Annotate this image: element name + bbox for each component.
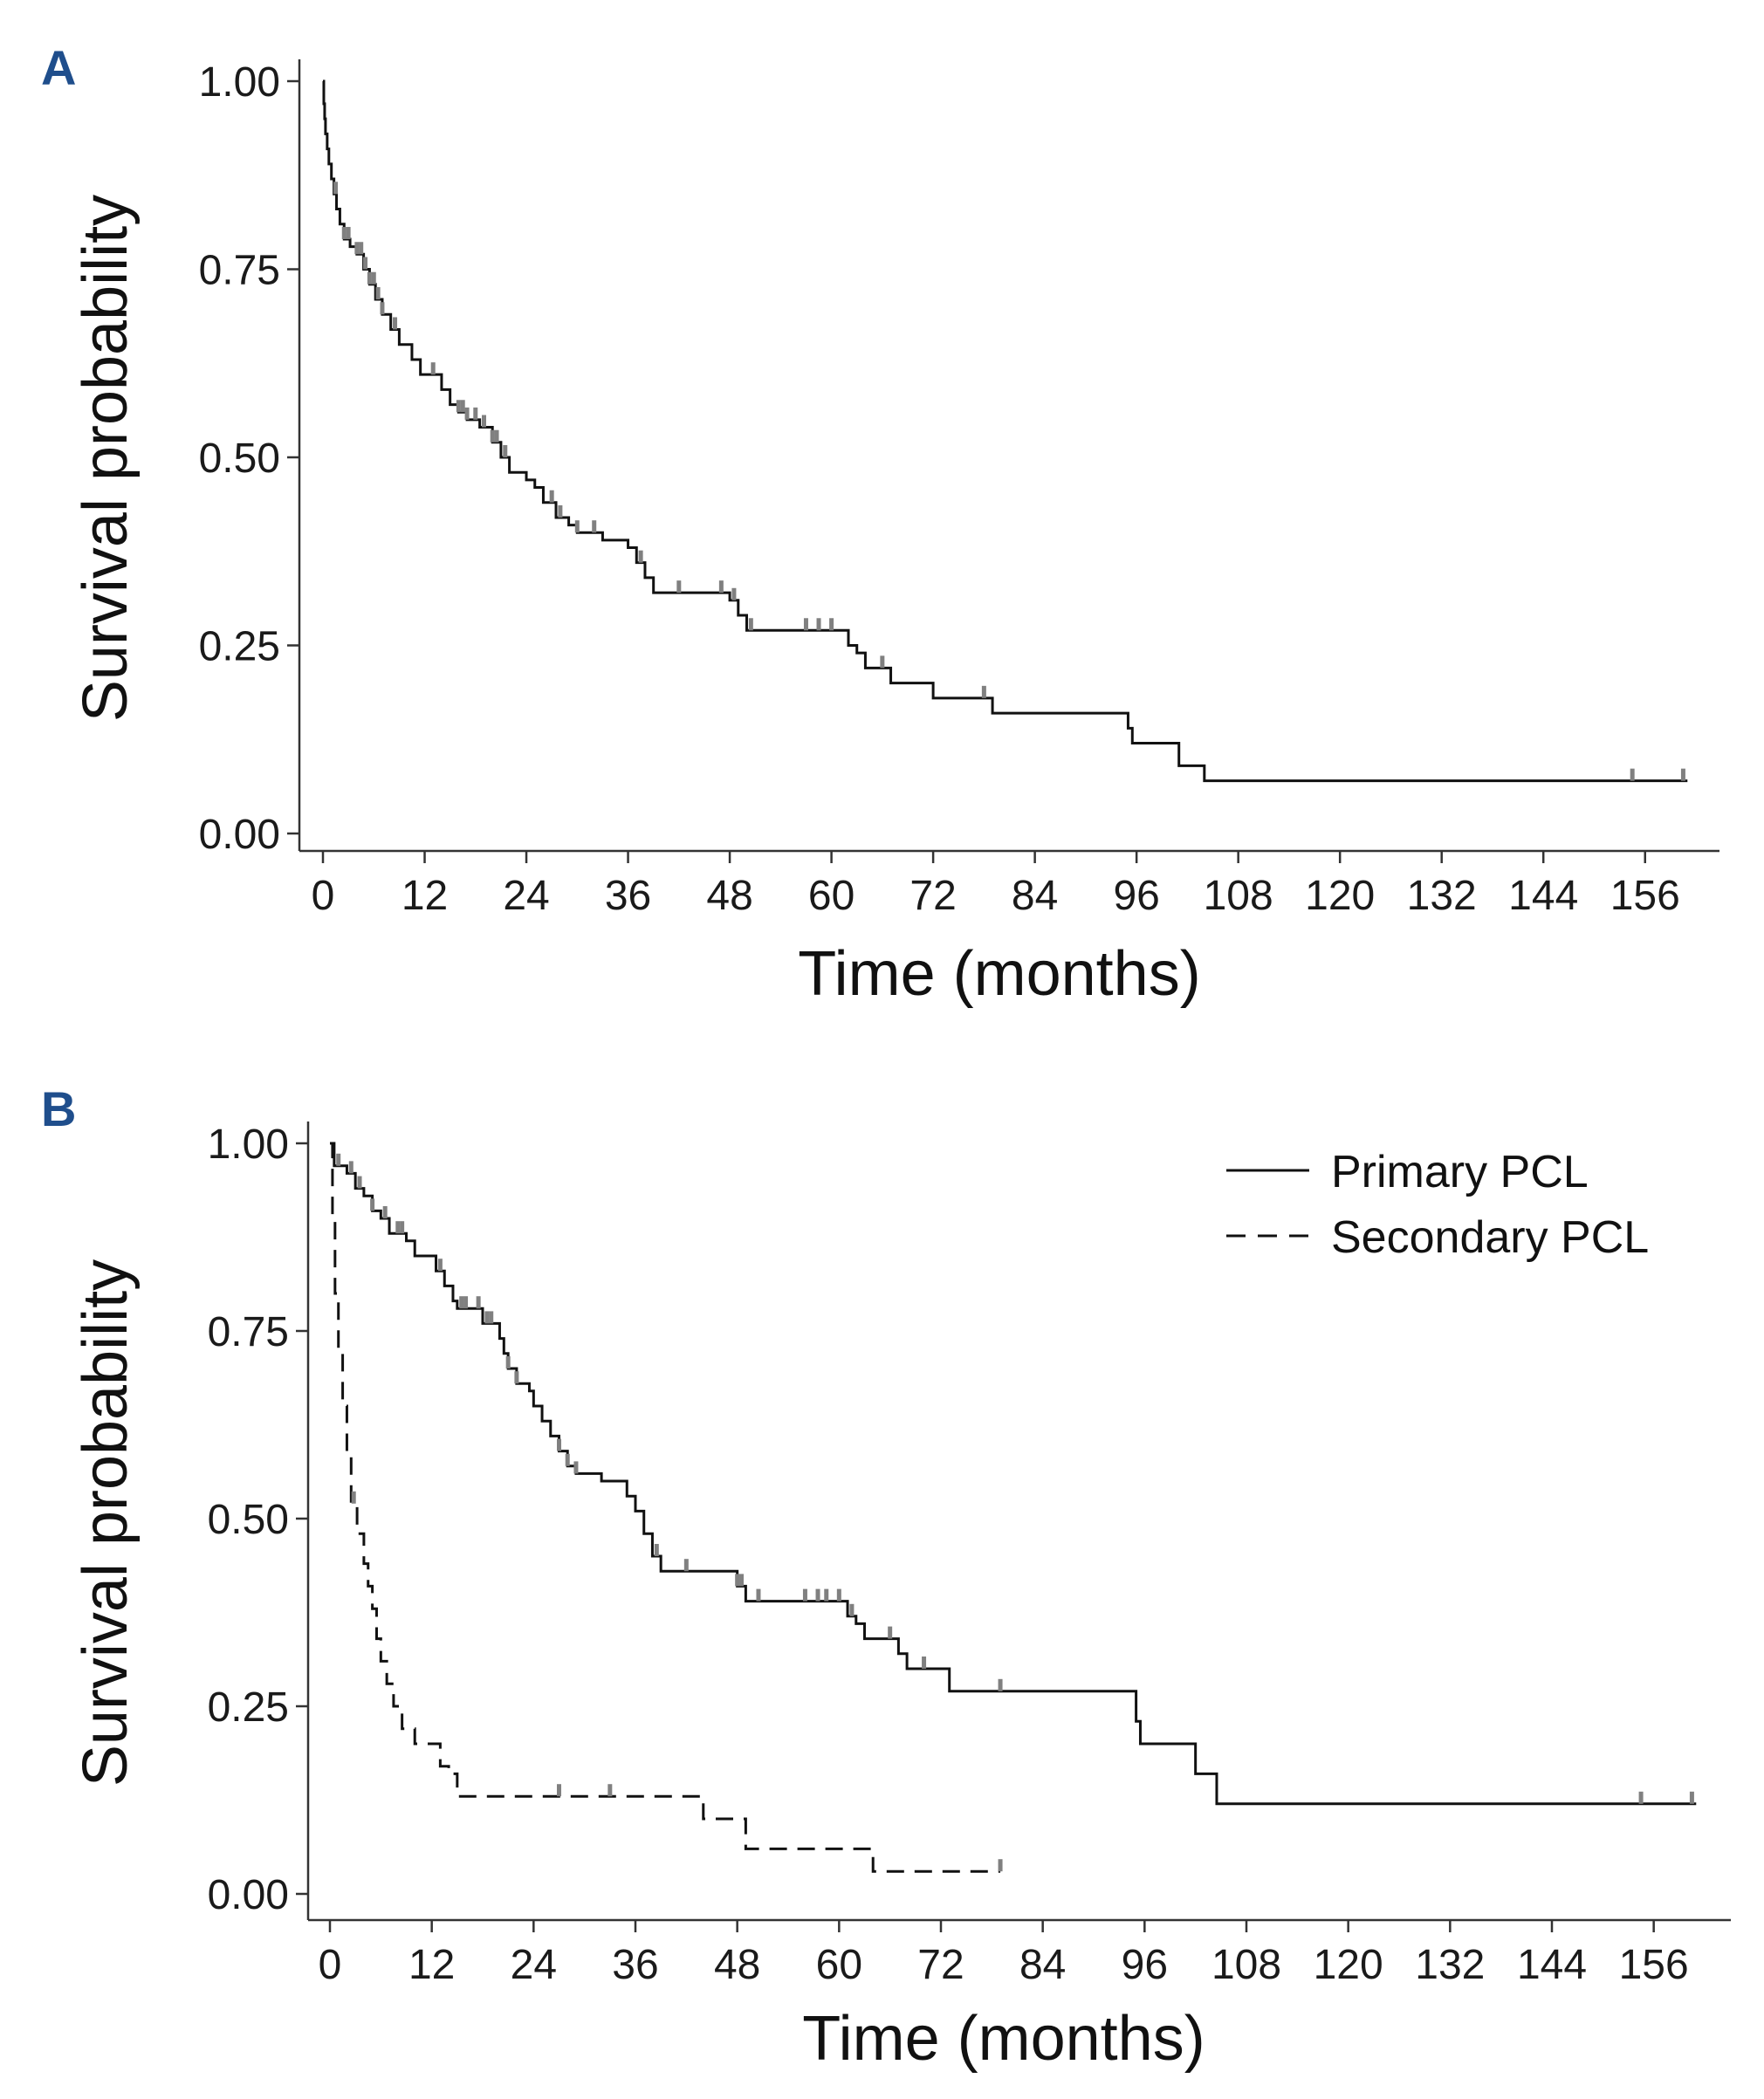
panel-a: A 0.00 0.25 0.50 0.75 1.00 0 12 24 36 48 60 72 84 96… [41,40,1719,1009]
y-tick-label: 0.25 [208,1684,289,1731]
x-tick-label: 12 [408,1942,455,1988]
y-tick-label: 0.50 [208,1497,289,1543]
y-tick-label: 0.00 [199,812,280,858]
y-tick-label: 0.25 [199,624,280,670]
y-tick-label: 1.00 [199,59,280,106]
x-axis-title-b: Time (months) [802,2004,1205,2074]
x-tick-label: 60 [808,873,855,919]
x-tick-label: 120 [1314,1942,1383,1988]
y-tick-label: 0.50 [199,436,280,482]
km-curve-all-patients [322,79,1688,783]
x-tick-label: 120 [1305,873,1375,919]
series-group-a [322,79,1688,783]
y-axis-title-a: Survival probability [71,195,141,722]
panel-b: B 0.00 0.25 0.50 0.75 1.00 0 12 24 36 48 60 72 84 96… [41,1081,1731,2074]
y-tick-label: 0.00 [208,1872,289,1918]
x-tick-label: 0 [319,1942,342,1988]
x-tick-label: 12 [402,873,448,919]
x-ticks-b: 0 12 24 36 48 60 72 84 96 108 120 132 144 156 [319,1920,1689,1988]
x-tick-label: 108 [1204,873,1273,919]
y-ticks-b: 0.00 0.25 0.50 0.75 1.00 [208,1122,308,1918]
y-tick-label: 0.75 [199,248,280,294]
legend: Primary PCL Secondary PCL [1226,1147,1649,1263]
legend-label-secondary: Secondary PCL [1331,1212,1649,1263]
km-curve-secondary-pcl [330,1142,1001,1873]
x-tick-label: 156 [1610,873,1680,919]
x-tick-label: 72 [909,873,956,919]
x-tick-label: 24 [511,1942,557,1988]
x-tick-label: 72 [917,1942,964,1988]
x-tick-label: 132 [1407,873,1477,919]
x-tick-label: 36 [605,873,651,919]
y-tick-label: 1.00 [208,1122,289,1168]
x-tick-label: 84 [1012,873,1058,919]
panel-letter-a: A [41,40,76,95]
x-tick-label: 132 [1415,1942,1485,1988]
x-tick-label: 48 [714,1942,760,1988]
x-tick-label: 156 [1619,1942,1689,1988]
x-tick-label: 48 [706,873,752,919]
x-tick-label: 36 [612,1942,658,1988]
x-tick-label: 144 [1517,1942,1587,1988]
x-tick-label: 108 [1211,1942,1281,1988]
legend-label-primary: Primary PCL [1331,1147,1589,1197]
x-tick-label: 60 [816,1942,862,1988]
y-axis-title-b: Survival probability [71,1259,141,1787]
x-tick-label: 144 [1508,873,1578,919]
x-tick-label: 84 [1019,1942,1066,1988]
panel-letter-b: B [41,1081,76,1136]
x-tick-label: 96 [1122,1942,1168,1988]
series-group-b [330,1142,1697,1873]
x-ticks-a: 0 12 24 36 48 60 72 84 96 108 120 132 144 156 [312,851,1680,919]
x-tick-label: 0 [312,873,335,919]
y-ticks-a: 0.00 0.25 0.50 0.75 1.00 [199,59,299,858]
y-tick-label: 0.75 [208,1309,289,1355]
x-tick-label: 96 [1113,873,1159,919]
x-tick-label: 24 [503,873,549,919]
x-axis-title-a: Time (months) [798,939,1200,1009]
